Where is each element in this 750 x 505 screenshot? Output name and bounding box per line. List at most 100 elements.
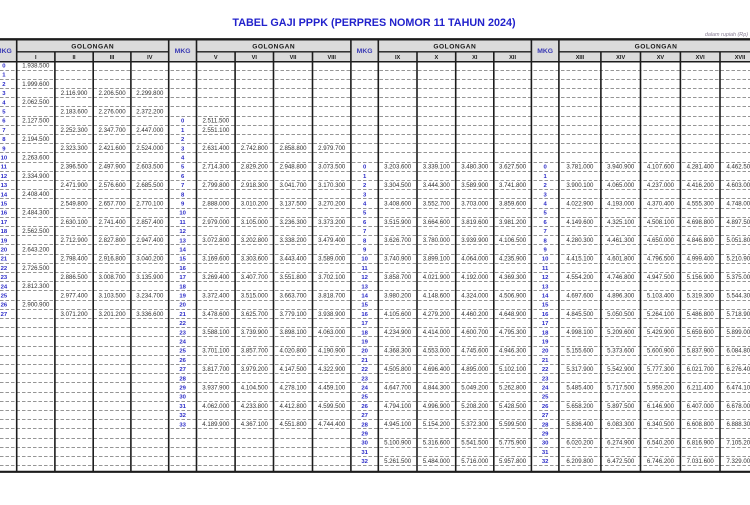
svg-text:5.429.900: 5.429.900 [647,329,675,336]
svg-text:6.020.200: 6.020.200 [566,440,594,447]
svg-text:4.555.300: 4.555.300 [687,200,715,207]
svg-text:3.981.200: 3.981.200 [499,219,527,226]
svg-text:21: 21 [179,312,186,318]
svg-text:4.896.300: 4.896.300 [607,292,635,299]
svg-text:1.938.500: 1.938.500 [22,62,50,69]
svg-text:5.375.000: 5.375.000 [726,274,750,281]
svg-text:V: V [214,55,218,61]
svg-text:3.740.900: 3.740.900 [384,256,412,263]
svg-text:5.775.900: 5.775.900 [499,440,527,447]
svg-text:3.515.900: 3.515.900 [384,219,412,226]
svg-text:26: 26 [542,404,549,410]
svg-text:3.625.700: 3.625.700 [241,311,269,318]
svg-text:2.408.400: 2.408.400 [22,191,50,198]
svg-text:5.485.400: 5.485.400 [566,384,594,391]
svg-text:4.946.300: 4.946.300 [499,348,527,355]
svg-text:2.799.800: 2.799.800 [202,182,230,189]
svg-text:9: 9 [181,202,185,208]
svg-text:4.322.900: 4.322.900 [318,366,346,373]
svg-text:2.714.300: 2.714.300 [202,164,230,171]
svg-text:5.428.500: 5.428.500 [499,403,527,410]
svg-text:28: 28 [361,422,368,428]
svg-text:14: 14 [179,248,186,254]
svg-text:5: 5 [544,211,548,217]
svg-text:5.716.000: 5.716.000 [461,458,489,465]
svg-text:5.155.600: 5.155.600 [566,348,594,355]
svg-text:3.552.700: 3.552.700 [423,200,451,207]
svg-text:3.626.700: 3.626.700 [384,237,412,244]
svg-text:25: 25 [1,294,8,300]
svg-text:4.554.200: 4.554.200 [566,274,594,281]
svg-text:3.444.300: 3.444.300 [423,182,451,189]
svg-text:6.678.000: 6.678.000 [726,403,750,410]
svg-text:5: 5 [181,165,185,171]
svg-text:5.599.500: 5.599.500 [499,421,527,428]
svg-text:2.372.200: 2.372.200 [136,108,164,115]
svg-text:5.210.900: 5.210.900 [726,256,750,263]
svg-text:2.977.400: 2.977.400 [60,292,88,299]
svg-text:6.083.300: 6.083.300 [607,421,635,428]
svg-text:4.508.100: 4.508.100 [647,219,675,226]
svg-text:2.657.700: 2.657.700 [98,200,126,207]
svg-text:13: 13 [542,284,549,290]
svg-text:33: 33 [179,422,186,428]
svg-text:16: 16 [542,312,549,318]
svg-text:3.859.600: 3.859.600 [499,200,527,207]
svg-text:27: 27 [179,367,186,373]
svg-text:2.798.400: 2.798.400 [60,256,88,263]
svg-text:3.169.600: 3.169.600 [202,256,230,263]
svg-text:4.599.500: 4.599.500 [318,403,346,410]
svg-text:19: 19 [361,340,368,346]
svg-text:VII: VII [290,55,297,61]
svg-text:4.370.400: 4.370.400 [647,200,675,207]
svg-text:2.447.000: 2.447.000 [136,127,164,134]
svg-text:23: 23 [361,376,368,382]
svg-text:6.209.800: 6.209.800 [566,458,594,465]
svg-text:5: 5 [2,110,6,116]
svg-text:29: 29 [361,432,368,438]
svg-text:2.643.200: 2.643.200 [22,246,50,253]
svg-text:3.303.600: 3.303.600 [241,256,269,263]
svg-text:32: 32 [542,459,549,465]
svg-text:3.663.700: 3.663.700 [279,292,307,299]
svg-text:2.827.800: 2.827.800 [98,237,126,244]
svg-text:8: 8 [181,192,185,198]
svg-text:1: 1 [2,73,6,79]
svg-text:6: 6 [2,119,6,125]
svg-text:2.263.600: 2.263.600 [22,154,50,161]
svg-text:7: 7 [544,229,548,235]
svg-text:5.264.100: 5.264.100 [647,311,675,318]
svg-text:1: 1 [544,174,548,180]
svg-text:2.206.500: 2.206.500 [98,90,126,97]
svg-text:30: 30 [179,395,186,401]
svg-text:IV: IV [147,55,153,61]
svg-text:2: 2 [544,183,548,189]
svg-text:2.334.900: 2.334.900 [22,173,50,180]
svg-text:GOLONGAN: GOLONGAN [71,44,114,51]
svg-text:3.071.200: 3.071.200 [60,311,88,318]
svg-text:3.443.400: 3.443.400 [279,256,307,263]
svg-text:3.373.200: 3.373.200 [318,219,346,226]
svg-text:24: 24 [179,340,186,346]
svg-text:15: 15 [542,303,549,309]
svg-text:TABEL GAJI PPPK (PERPRES NOMOR: TABEL GAJI PPPK (PERPRES NOMOR 11 TAHUN … [232,17,516,29]
svg-text:3.072.800: 3.072.800 [202,237,230,244]
svg-text:1: 1 [363,174,367,180]
svg-text:6.746.200: 6.746.200 [647,458,675,465]
svg-text:6.816.900: 6.816.900 [687,440,715,447]
svg-text:19: 19 [1,238,8,244]
svg-text:5.659.600: 5.659.600 [687,329,715,336]
svg-text:3.478.600: 3.478.600 [202,311,230,318]
svg-text:5.156.900: 5.156.900 [687,274,715,281]
svg-text:4.192.000: 4.192.000 [461,274,489,281]
svg-text:3.818.700: 3.818.700 [318,292,346,299]
svg-text:4.369.300: 4.369.300 [499,274,527,281]
svg-text:7.031.600: 7.031.600 [687,458,715,465]
svg-text:II: II [72,55,76,61]
svg-text:5.051.800: 5.051.800 [726,237,750,244]
svg-text:3.739.900: 3.739.900 [241,329,269,336]
svg-text:10: 10 [1,156,8,162]
svg-text:4.281.400: 4.281.400 [687,164,715,171]
svg-text:4.553.000: 4.553.000 [423,348,451,355]
svg-text:6.608.800: 6.608.800 [687,421,715,428]
